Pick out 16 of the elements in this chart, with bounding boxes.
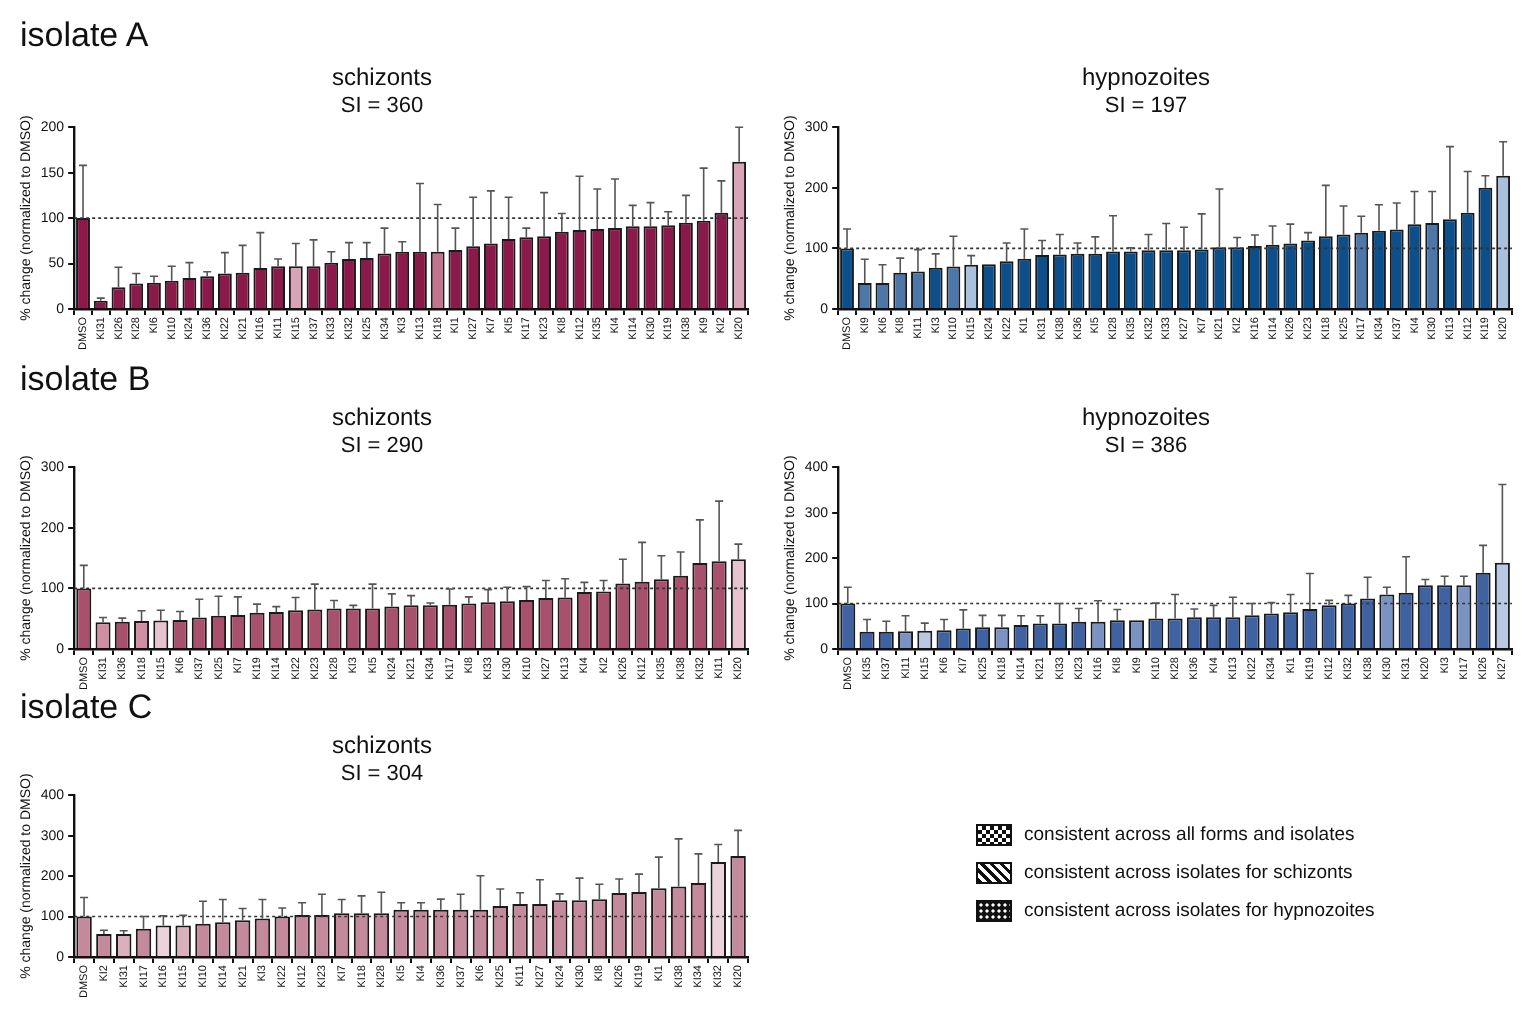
chart-subtitle: SI = 304: [340, 762, 424, 787]
chart-title: schizonts: [331, 63, 433, 92]
chart-subtitle: SI = 360: [340, 94, 424, 119]
chart-subtitle: SI = 197: [1104, 94, 1188, 119]
chart-title: hypnozoites: [1081, 63, 1211, 92]
text: isolate B: [20, 360, 151, 400]
text: isolate C: [20, 688, 153, 728]
chart-title: schizonts: [331, 403, 433, 432]
text: consistent across isolates for hypnozoites: [1024, 900, 1375, 922]
text: isolate A: [20, 16, 149, 56]
text: consistent across isolates for schizonts: [1024, 862, 1353, 884]
chart-subtitle: SI = 386: [1104, 434, 1188, 459]
text: consistent across all forms and isolates: [1024, 824, 1355, 846]
chart-title: schizonts: [331, 731, 433, 760]
chart-subtitle: SI = 290: [340, 434, 424, 459]
chart-title: hypnozoites: [1081, 403, 1211, 432]
